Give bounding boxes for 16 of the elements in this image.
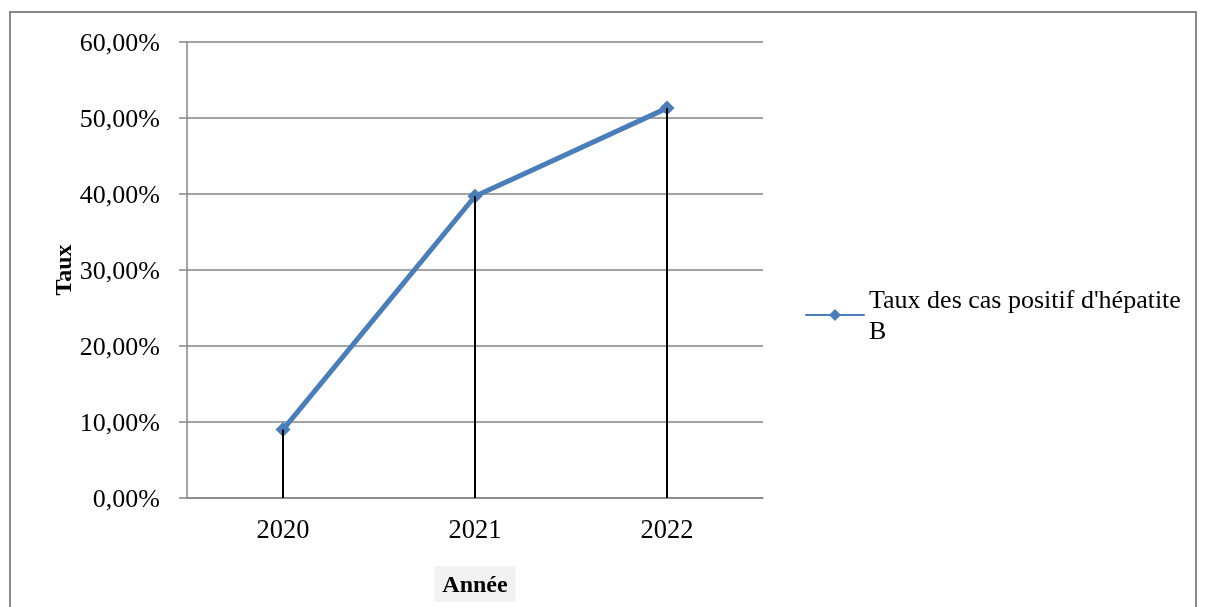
y-tick-label: 10,00% [79,407,160,437]
y-tick-label: 0,00% [92,483,160,513]
legend-label: Taux des cas positif d'hépatite B [869,285,1181,345]
y-tick-label: 50,00% [79,103,160,133]
x-tick-label: 2022 [640,513,694,544]
bar [474,196,476,498]
x-axis-title: Année [442,571,509,597]
y-tick-label: 40,00% [79,179,160,209]
y-tick-label: 60,00% [79,27,160,57]
bar [666,108,668,498]
y-tick-label: 30,00% [79,255,160,285]
x-tick-label: 2020 [256,513,310,544]
x-tick-label: 2021 [448,513,502,544]
bar [282,429,284,498]
y-tick-label: 20,00% [79,331,160,361]
y-axis-title: Taux [50,244,76,296]
